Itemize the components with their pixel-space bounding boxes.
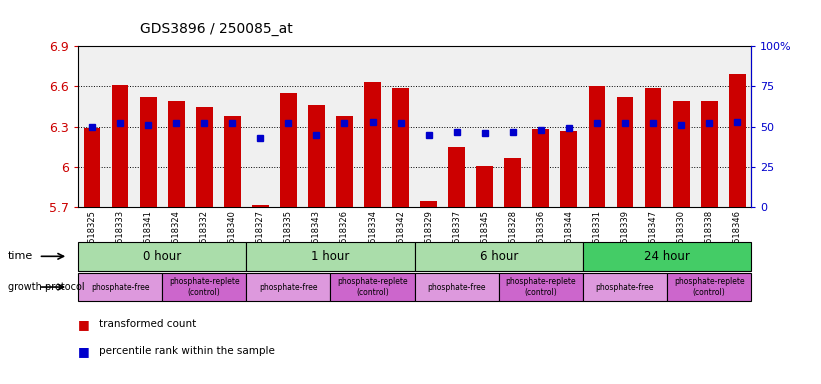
Text: percentile rank within the sample: percentile rank within the sample [99, 346, 274, 356]
Bar [140, 97, 157, 207]
Text: phosphate-replete
(control): phosphate-replete (control) [169, 277, 240, 297]
Text: 6 hour: 6 hour [479, 250, 518, 263]
Bar [252, 205, 268, 207]
Text: phosphate-free: phosphate-free [596, 283, 654, 291]
Bar [448, 147, 466, 207]
Bar [365, 83, 381, 207]
Text: phosphate-replete
(control): phosphate-replete (control) [337, 277, 408, 297]
Bar [583, 242, 751, 271]
Bar [667, 273, 751, 301]
Bar [504, 158, 521, 207]
Bar [330, 273, 415, 301]
Bar [336, 116, 353, 207]
Bar [701, 101, 718, 207]
Bar [224, 116, 241, 207]
Bar [561, 131, 577, 207]
Bar [78, 273, 163, 301]
Bar [415, 273, 499, 301]
Text: 24 hour: 24 hour [644, 250, 690, 263]
Bar [163, 273, 246, 301]
Bar [196, 107, 213, 207]
Text: 0 hour: 0 hour [143, 250, 181, 263]
Bar [415, 242, 583, 271]
Bar [644, 88, 662, 207]
Bar [583, 273, 667, 301]
Bar [280, 93, 297, 207]
Text: transformed count: transformed count [99, 319, 195, 329]
Bar [589, 86, 605, 207]
Text: phosphate-replete
(control): phosphate-replete (control) [506, 277, 576, 297]
Bar [246, 242, 415, 271]
Text: phosphate-free: phosphate-free [259, 283, 318, 291]
Text: phosphate-free: phosphate-free [91, 283, 149, 291]
Text: growth protocol: growth protocol [8, 282, 85, 292]
Bar [78, 242, 246, 271]
Bar [84, 128, 100, 207]
Text: GDS3896 / 250085_at: GDS3896 / 250085_at [140, 22, 292, 36]
Text: ■: ■ [78, 345, 89, 358]
Bar [476, 166, 493, 207]
Text: ■: ■ [78, 318, 89, 331]
Bar [392, 88, 409, 207]
Text: phosphate-free: phosphate-free [428, 283, 486, 291]
Bar [420, 201, 437, 207]
Text: phosphate-replete
(control): phosphate-replete (control) [674, 277, 745, 297]
Text: 1 hour: 1 hour [311, 250, 350, 263]
Bar [672, 101, 690, 207]
Text: time: time [8, 251, 34, 262]
Bar [308, 105, 325, 207]
Bar [112, 85, 129, 207]
Bar [167, 101, 185, 207]
Bar [617, 97, 634, 207]
Bar [499, 273, 583, 301]
Bar [729, 74, 745, 207]
Bar [533, 129, 549, 207]
Bar [246, 273, 330, 301]
